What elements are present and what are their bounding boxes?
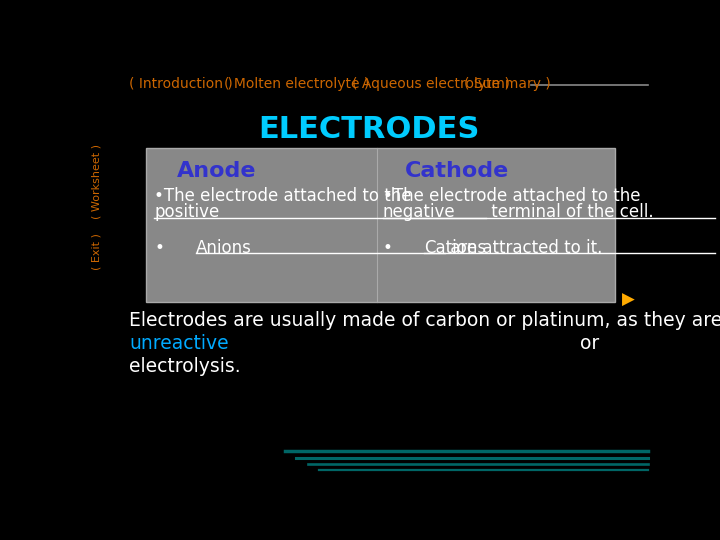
Text: are attracted to it.: are attracted to it. bbox=[715, 239, 720, 256]
Text: electrolysis.: electrolysis. bbox=[129, 357, 240, 376]
Text: Anions: Anions bbox=[196, 239, 251, 256]
Text: ELECTRODES: ELECTRODES bbox=[258, 114, 480, 144]
Text: ( Summary ): ( Summary ) bbox=[464, 77, 551, 91]
Text: ▶: ▶ bbox=[622, 291, 635, 309]
Text: •: • bbox=[154, 239, 164, 256]
Text: terminal of the cell.: terminal of the cell. bbox=[715, 204, 720, 221]
Text: ( Introduction ): ( Introduction ) bbox=[129, 77, 233, 91]
FancyBboxPatch shape bbox=[145, 148, 615, 302]
Text: ( Exit ): ( Exit ) bbox=[91, 233, 102, 271]
Text: Electrodes are usually made of carbon or platinum, as they are: Electrodes are usually made of carbon or… bbox=[129, 311, 720, 330]
Text: or: or bbox=[574, 334, 605, 353]
Text: ( Molten electrolyte ): ( Molten electrolyte ) bbox=[224, 77, 369, 91]
Text: positive: positive bbox=[154, 204, 220, 221]
Text: ( Aqueous electrolyte ): ( Aqueous electrolyte ) bbox=[352, 77, 510, 91]
Text: •The electrode attached to the: •The electrode attached to the bbox=[154, 187, 412, 205]
Text: ( Worksheet ): ( Worksheet ) bbox=[91, 144, 102, 219]
Text: terminal of the cell.: terminal of the cell. bbox=[486, 204, 654, 221]
Text: Cations: Cations bbox=[425, 239, 487, 256]
Text: •: • bbox=[383, 239, 393, 256]
Text: unreactive: unreactive bbox=[129, 334, 229, 353]
Text: negative: negative bbox=[383, 204, 456, 221]
Text: are attracted to it.: are attracted to it. bbox=[445, 239, 602, 256]
Text: Anode: Anode bbox=[176, 161, 256, 181]
Text: Cathode: Cathode bbox=[405, 161, 510, 181]
Text: •The electrode attached to the: •The electrode attached to the bbox=[383, 187, 641, 205]
